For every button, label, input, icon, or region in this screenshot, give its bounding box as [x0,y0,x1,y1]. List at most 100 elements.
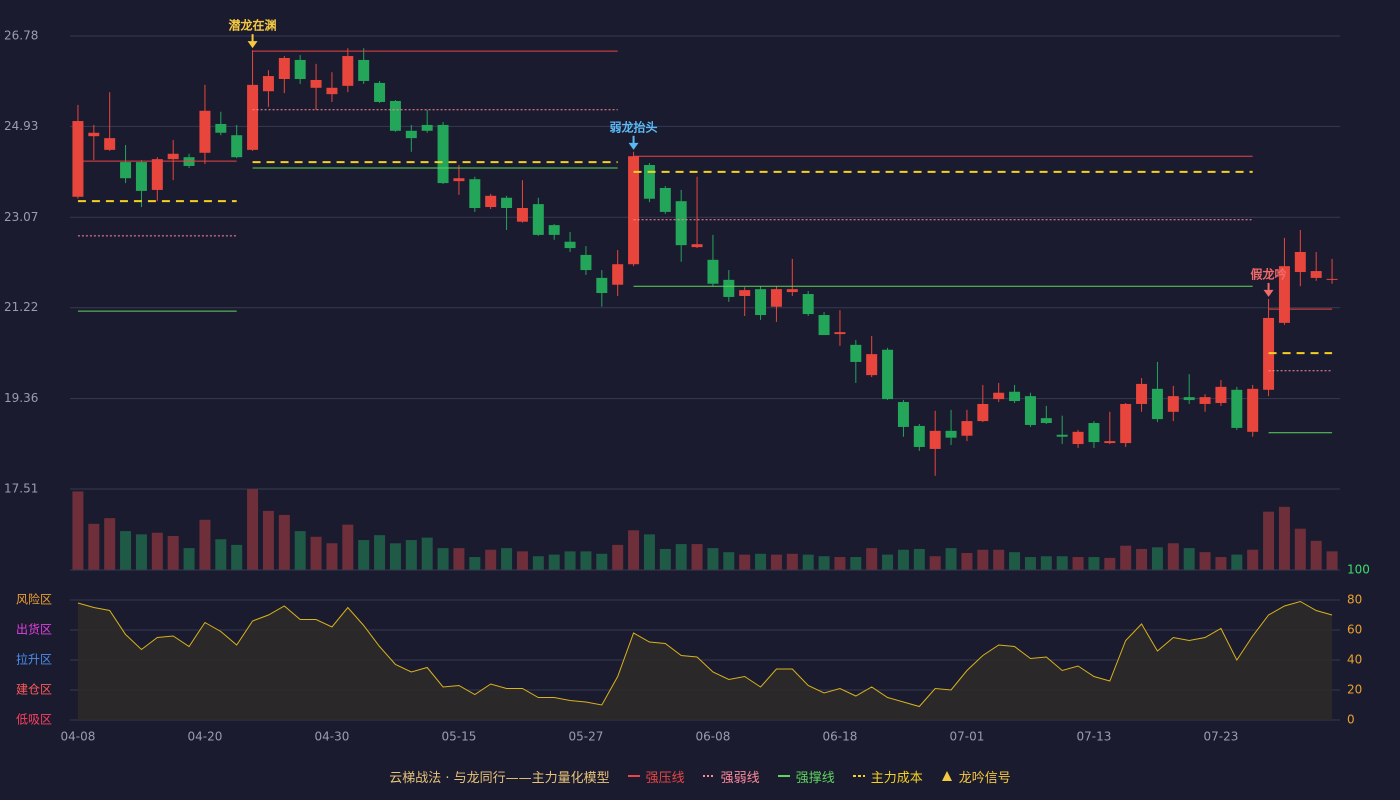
volume-bar [596,553,608,570]
candle-body [897,402,909,427]
volume-bar [945,548,957,570]
candle-body [278,57,290,80]
x-tick-label: 04-20 [188,730,223,744]
candle-body [326,87,338,95]
candle-body [707,259,719,284]
candle-body [167,153,179,160]
candle-body [913,425,925,447]
candle-body [88,132,100,137]
volume-bar [961,552,973,570]
volume-bar [358,540,370,570]
legend-label: 龙吟信号 [958,770,1011,786]
candle-body [1151,388,1163,420]
candle-body [389,100,401,131]
candle-body [104,138,116,150]
candle-body [770,289,782,307]
volume-bar [405,540,417,570]
y-tick-label: 19.36 [4,391,38,405]
candle-body [691,244,703,248]
candle-body [374,82,386,102]
volume-bar [1294,528,1306,570]
candle-body [453,178,465,182]
candle-body [596,277,608,294]
x-tick-label: 07-23 [1204,730,1239,744]
candle-body [405,130,417,139]
candle-body [262,76,274,92]
candle-body [1040,418,1052,424]
zone-label: 出货区 [16,622,52,637]
candle-body [1088,423,1100,443]
legend-marker [852,775,865,777]
legend-item: 主力成本 [852,767,923,786]
volume-bar [215,539,227,570]
signal-arrow-head [628,142,639,150]
volume-bar [135,534,147,570]
volume-bar [818,556,830,570]
volume-bar [1247,549,1259,570]
volume-bar [151,532,163,570]
x-tick-label: 04-30 [315,730,350,744]
x-tick-label: 06-08 [696,730,731,744]
volume-bar [1088,557,1100,570]
legend-marker [702,775,715,777]
legend-item: 强弱线 [702,767,760,786]
volume-bar [612,544,624,570]
candle-body [993,392,1005,400]
candle-body [437,124,449,184]
volume-bar [834,557,846,570]
candle-body [1326,278,1338,280]
volume-bar [1278,506,1290,570]
volume-bar [374,535,386,570]
volume-bar [199,519,211,570]
volume-bar [643,534,655,570]
volume-bar [501,548,513,570]
candle-body [1009,391,1021,402]
y-tick-label: 23.07 [4,210,38,224]
oscillator-area [77,601,1333,720]
candle-body [231,135,243,158]
candle-body [310,79,322,88]
candle-body [532,204,544,235]
candle-body [135,162,147,191]
x-tick-label: 04-08 [61,730,96,744]
volume-bar [262,510,274,570]
volume-bar [977,549,989,570]
legend-title: 云梯战法 · 与龙同行——主力量化模型 [389,770,610,786]
signal-label: 弱龙抬头 [610,119,658,134]
candle-body [675,201,687,246]
legend-marker [777,775,790,777]
y-tick-label: 21.22 [4,300,38,314]
volume-bar [183,548,195,570]
signal-label: 假龙吟 [1251,266,1287,281]
candle-body [342,56,354,86]
candle-body [485,195,497,208]
volume-bar [294,531,306,570]
volume-bar [580,551,592,570]
volume-bar [1215,557,1227,570]
volume-bar [167,535,179,570]
candle-body [929,430,941,449]
candle-body [1136,383,1148,404]
volume-bar [913,548,925,570]
volume-bar [1120,545,1132,570]
x-tick-label: 05-15 [442,730,477,744]
volume-bar [1326,551,1338,570]
legend-label: 强撑线 [795,770,835,786]
volume-bar [120,531,132,570]
candle-body [723,279,735,297]
y2-tick-label: 20 [1347,683,1362,697]
volume-bar [1310,540,1322,570]
candle-body [628,156,640,265]
candle-body [548,225,560,235]
volume-bar [1056,556,1068,570]
legend-marker [627,775,640,777]
volume-bar [485,549,497,570]
volume-bar [707,548,719,570]
legend-triangle [941,771,952,781]
legend-item: 强撑线 [777,767,835,786]
volume-bar [850,557,862,570]
y2-tick-label: 100 [1347,563,1370,577]
candle-body [1231,389,1243,428]
candle-body [739,290,751,296]
